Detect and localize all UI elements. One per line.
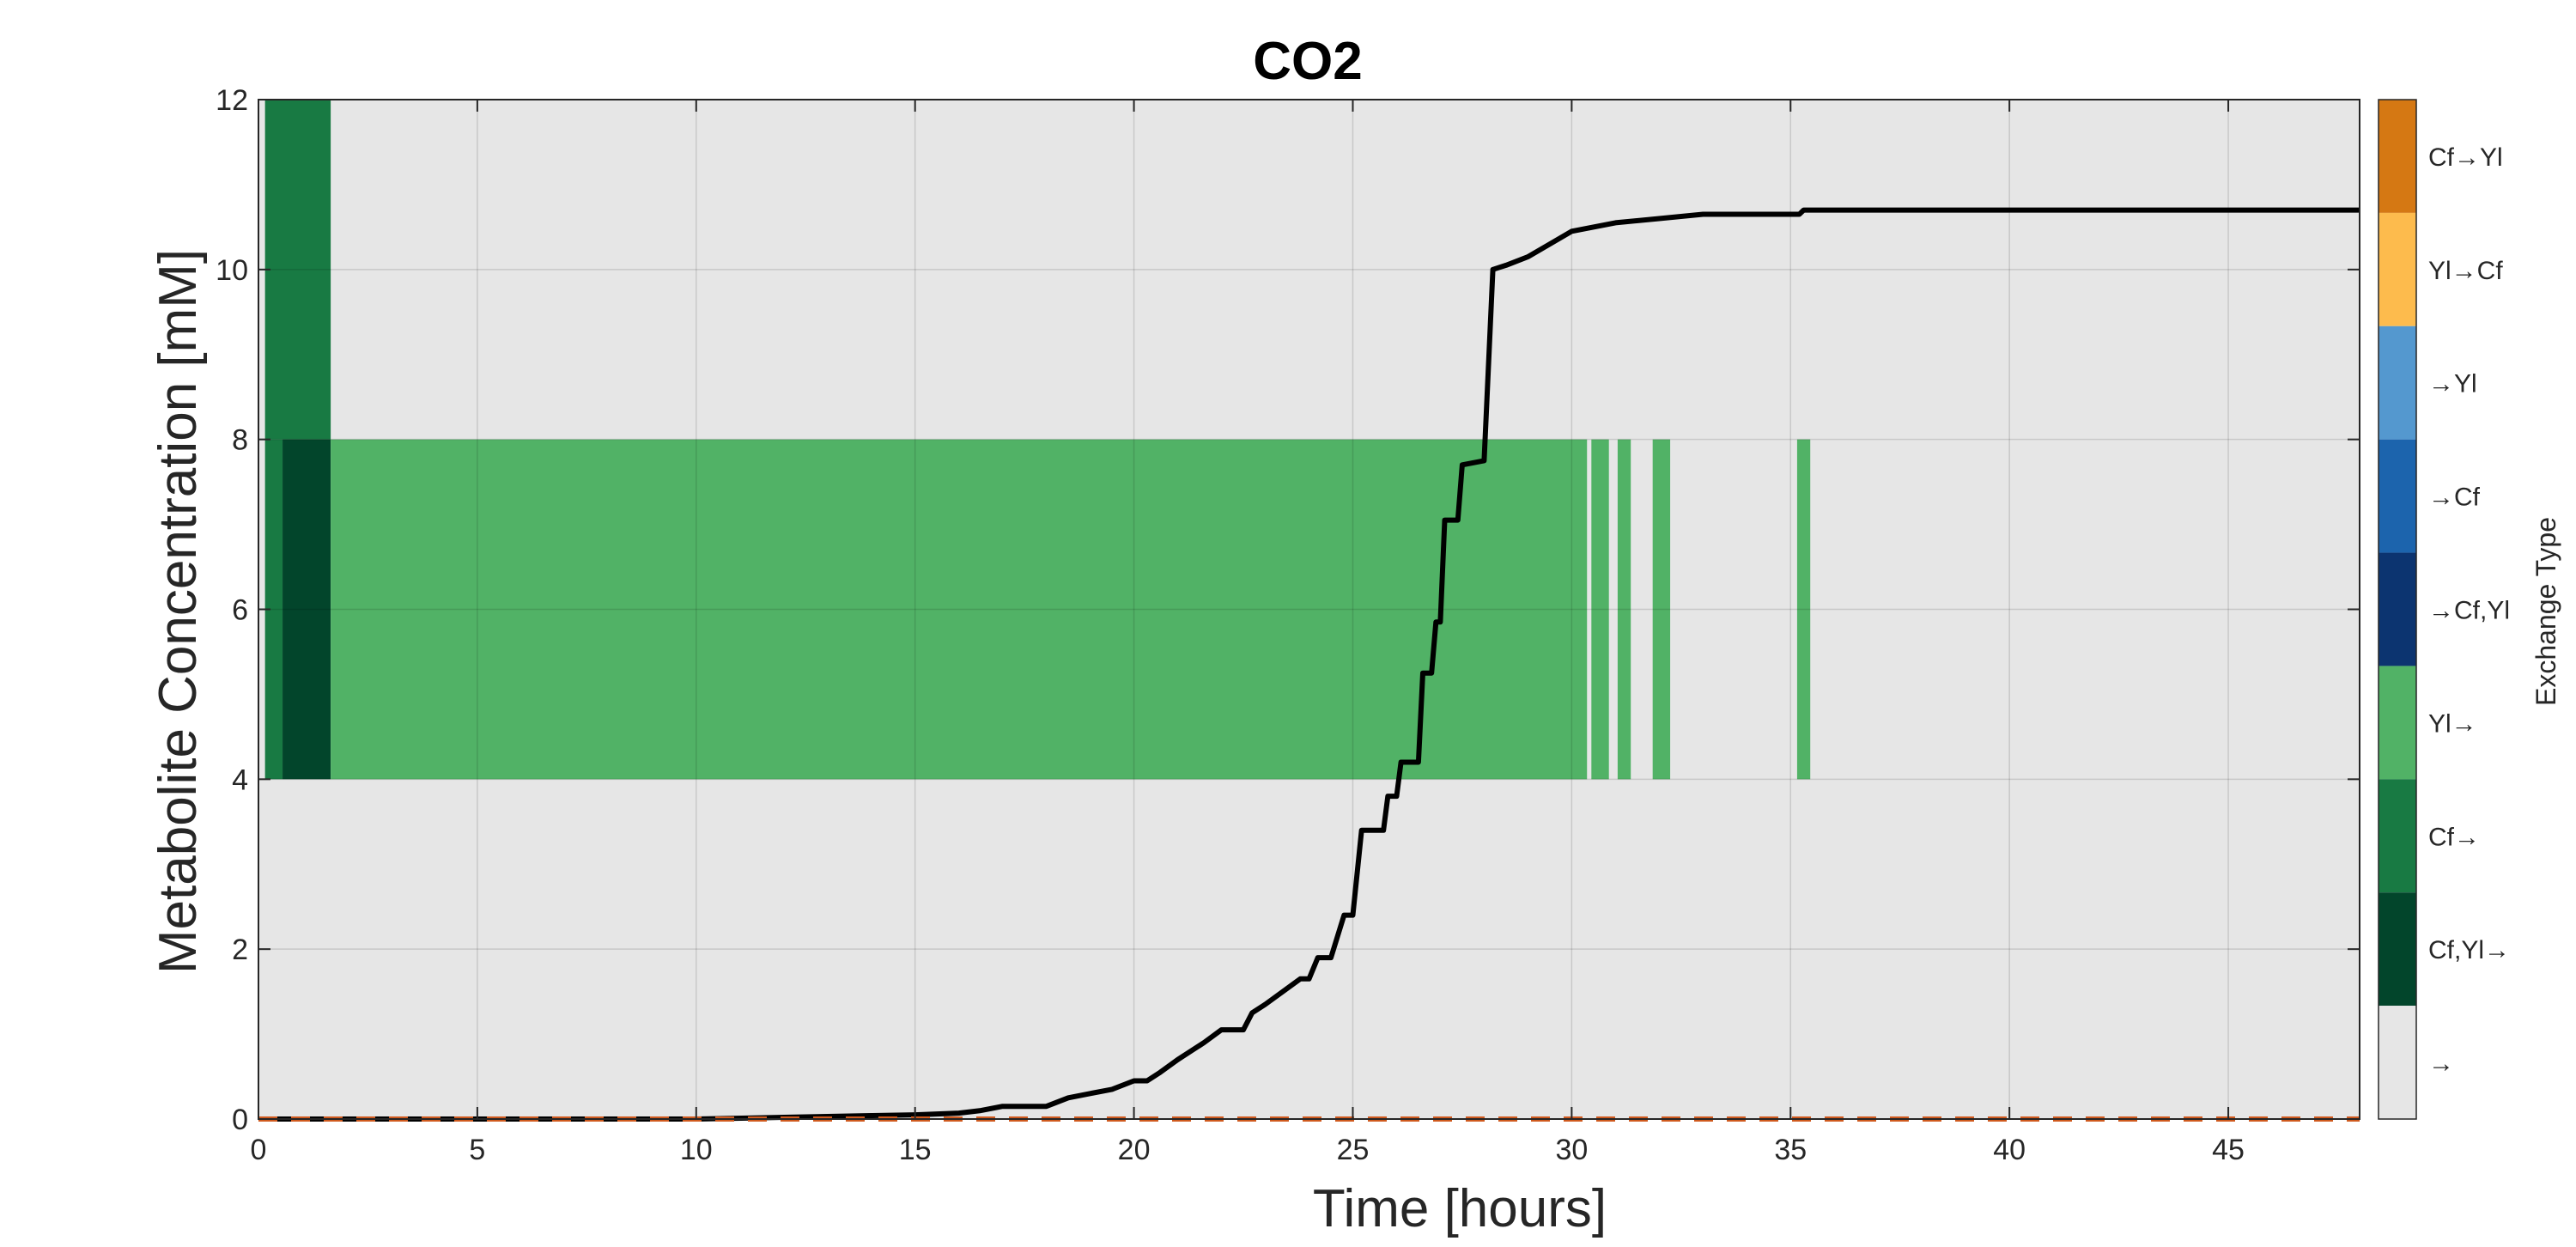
colorbar-tick-label: →Cf [2428,484,2481,512]
y-tick-label: 12 [216,84,248,117]
colorbar-frame [2378,99,2417,1120]
x-tick-label: 20 [1118,1134,1151,1166]
x-tick-label: 30 [1555,1134,1588,1166]
y-tick-label: 2 [232,934,248,966]
exchange-band [331,439,1588,780]
exchange-bands [264,100,1811,780]
y-tick-label: 8 [232,424,248,457]
exchange-band [1617,439,1631,780]
colorbar: Cf→Yl Yl→Cf →Yl →Cf →Cf,Yl Yl→ Cf→ Cf,Yl→ → [2378,99,2510,1120]
x-tick-label: 15 [899,1134,932,1166]
x-tick-label: 25 [1337,1134,1370,1166]
colorbar-tick-label: Cf,Yl→ [2428,936,2510,964]
colorbar-label: Exchange Type [2530,517,2561,706]
exchange-band [264,100,331,440]
series-line-solid [258,207,2360,1122]
colorbar-segment [2379,100,2416,213]
chart-title: CO2 [1253,32,1362,91]
colorbar-segment [2379,892,2416,1007]
colorbar-segment [2379,666,2416,780]
colorbar-tick-label: → [2428,1049,2454,1078]
x-axis-label: Time [hours] [1313,1179,1607,1238]
colorbar-segment [2379,779,2416,893]
colorbar-tick-label: →Cf,Yl [2428,597,2510,625]
colorbar-tick-label: →Yl [2428,370,2477,398]
exchange-band [1796,439,1811,780]
colorbar-segment [2379,439,2416,553]
colorbar-segment [2379,552,2416,666]
colorbar-segment [2379,325,2416,440]
colorbar-tick-label: Yl→ [2428,709,2477,738]
y-axis-label: Metabolite Concentration [mM] [149,249,208,974]
x-tick-label: 0 [251,1134,267,1166]
exchange-band [264,439,283,780]
x-tick-label: 40 [1993,1134,2026,1166]
axis-ticks: 0 5 10 15 20 25 30 35 40 45 0 2 4 6 8 10 12 [216,84,2360,1166]
colorbar-segment [2379,1006,2416,1119]
colorbar-tick-label: Cf→Yl [2428,143,2503,172]
colorbar-tick-label: Yl→Cf [2428,257,2503,285]
exchange-band [1591,439,1609,780]
y-tick-label: 0 [232,1104,248,1136]
y-tick-label: 6 [232,594,248,627]
x-tick-label: 10 [680,1134,713,1166]
y-tick-label: 4 [232,763,248,796]
y-tick-label: 10 [216,254,248,287]
exchange-band [1652,439,1671,780]
colorbar-segment [2379,212,2416,326]
colorbar-tick-label: Cf→ [2428,823,2480,851]
exchange-band [283,439,331,780]
x-tick-label: 45 [2212,1134,2245,1166]
x-tick-label: 35 [1774,1134,1807,1166]
x-tick-label: 5 [469,1134,485,1166]
